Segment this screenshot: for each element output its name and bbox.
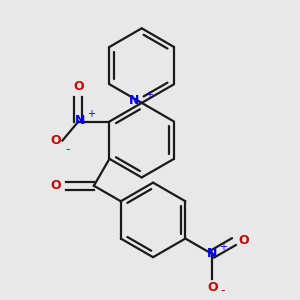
Text: O: O [73, 80, 84, 92]
Text: O: O [51, 134, 61, 147]
Text: +: + [219, 242, 226, 252]
Text: -: - [220, 284, 225, 297]
Text: N: N [207, 247, 217, 260]
Text: N: N [75, 114, 85, 127]
Text: O: O [238, 234, 249, 247]
Text: N: N [129, 94, 140, 107]
Text: O: O [50, 179, 61, 192]
Text: O: O [207, 281, 217, 294]
Text: -: - [65, 143, 70, 156]
Text: +: + [87, 109, 95, 119]
Text: +: + [145, 90, 153, 100]
